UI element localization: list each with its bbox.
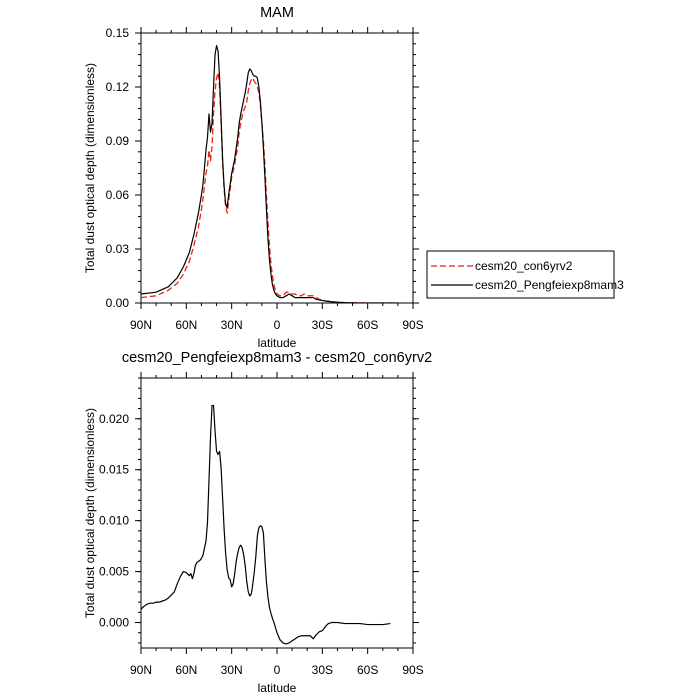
chart-title: cesm20_Pengfeiexp8mam3 - cesm20_con6yrv2 bbox=[122, 350, 432, 366]
legend-label: cesm20_con6yrv2 bbox=[475, 259, 573, 273]
x-axis-label: latitude bbox=[258, 681, 297, 695]
y-tick-label: 0.020 bbox=[99, 412, 129, 426]
x-tick-label: 30S bbox=[312, 663, 333, 677]
y-axis-label: Total dust optical depth (dimensionless) bbox=[83, 408, 97, 618]
y-tick-label: 0.12 bbox=[106, 80, 130, 94]
legend-label: cesm20_Pengfeiexp8mam3 bbox=[475, 278, 624, 292]
x-tick-label: 0 bbox=[274, 318, 281, 332]
x-tick-label: 60N bbox=[175, 663, 197, 677]
y-tick-label: 0.06 bbox=[106, 188, 130, 202]
y-tick-label: 0.09 bbox=[106, 134, 130, 148]
x-tick-label: 90S bbox=[402, 318, 423, 332]
series-line-cesm20_con6yrv2 bbox=[141, 71, 398, 303]
chart-top-mam: 90N 60N 30N 0 30S 60S 90S 0.00 0.03 0.06 0.09 0.12 0… bbox=[83, 5, 624, 350]
x-axis-label: latitude bbox=[258, 336, 297, 350]
x-tick-label: 60N bbox=[175, 318, 197, 332]
y-tick-label: 0.00 bbox=[106, 296, 130, 310]
y-tick-label: 0.03 bbox=[106, 242, 130, 256]
x-tick-label: 0 bbox=[274, 663, 281, 677]
x-tick-label: 30N bbox=[221, 663, 243, 677]
y-tick-label: 0.010 bbox=[99, 514, 129, 528]
series-line-difference bbox=[141, 404, 391, 645]
x-tick-label: 30S bbox=[312, 318, 333, 332]
x-tick-label: 90N bbox=[130, 318, 152, 332]
y-axis-label: Total dust optical depth (dimensionless) bbox=[83, 63, 97, 273]
chart-bottom-difference: 90N 60N 30N 0 30S 60S 90S 0.000 0.005 0.010 0.015 0… bbox=[83, 350, 432, 695]
chart-title: MAM bbox=[260, 5, 294, 21]
x-tick-label: 60S bbox=[357, 318, 378, 332]
legend: cesm20_con6yrv2 cesm20_Pengfeiexp8mam3 bbox=[426, 250, 624, 299]
y-tick-label: 0.000 bbox=[99, 616, 129, 630]
legend-box bbox=[426, 250, 615, 299]
x-tick-label: 30N bbox=[221, 318, 243, 332]
x-tick-label: 90S bbox=[402, 663, 423, 677]
y-tick-label: 0.005 bbox=[99, 565, 129, 579]
y-tick-label: 0.015 bbox=[99, 463, 129, 477]
x-tick-label: 90N bbox=[130, 663, 152, 677]
series-line-cesm20_Pengfeiexp8mam3 bbox=[141, 45, 398, 303]
x-tick-label: 60S bbox=[357, 663, 378, 677]
y-tick-label: 0.15 bbox=[106, 26, 130, 40]
